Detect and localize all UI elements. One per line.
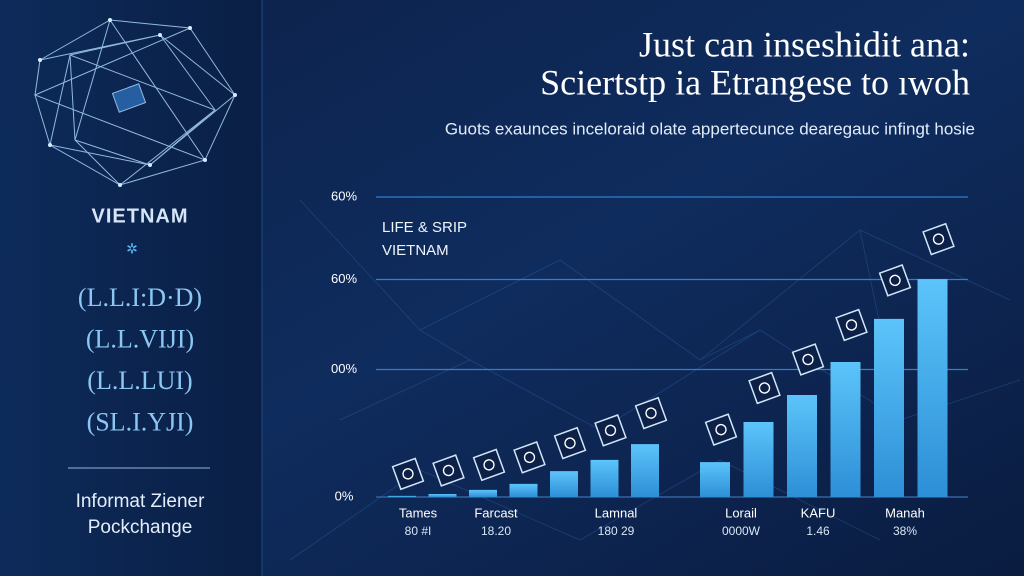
polyhedron-nodes xyxy=(38,18,237,187)
y-tick-label: 00% xyxy=(331,361,357,376)
inset-label: VIETNAM xyxy=(382,242,449,259)
glyph-line: (L.L.I:D·D) xyxy=(78,283,202,312)
bar xyxy=(428,494,457,497)
icon-frame xyxy=(791,343,825,376)
bar-icon xyxy=(391,457,425,491)
glyph-lines: (L.L.I:D·D) (L.L.VIJI) (L.L.LUI) (SL.I.YJI) xyxy=(78,283,202,437)
country-label: VIETNAM xyxy=(92,205,189,227)
bar xyxy=(787,395,817,497)
bar-icon xyxy=(472,448,506,482)
axis-sublabel: 80 #I xyxy=(405,524,432,538)
bar-icon xyxy=(634,396,668,430)
ornament: ✲ xyxy=(126,241,138,257)
icon-glyph xyxy=(932,233,945,245)
bar xyxy=(874,318,904,497)
icon-glyph xyxy=(442,464,455,477)
footer-line: Informat Ziener xyxy=(76,491,205,512)
icon-glyph xyxy=(604,424,617,437)
y-tick-label: 0% xyxy=(335,488,354,503)
glyph-line: (SL.I.YJI) xyxy=(87,407,194,436)
axis-label: Lorail xyxy=(725,505,757,520)
icon-frame xyxy=(748,371,781,405)
axis-label: KAFU xyxy=(801,505,836,520)
glyph-line: (L.L.VIJI) xyxy=(86,324,194,353)
icon-frame xyxy=(704,413,738,446)
inset-label: LIFE & SRIP xyxy=(382,219,467,236)
icon-frame xyxy=(391,457,425,491)
bar xyxy=(700,462,730,497)
footer-line: Pockchange xyxy=(88,517,193,538)
bar-icon xyxy=(432,454,465,487)
plot: 0% 00% 60% 60% Tames 80 #I Farcast 18.20 Lamnal 1… xyxy=(331,188,968,538)
glyph-line: (L.L.LUI) xyxy=(87,366,192,395)
icon-glyph xyxy=(845,319,858,331)
icon-frame xyxy=(878,264,912,297)
bar-icon xyxy=(513,441,546,474)
chart-title: Just can inseshidit ana: xyxy=(639,24,970,64)
bar-icon xyxy=(835,308,868,342)
bar-icon xyxy=(878,264,912,297)
icon-frame xyxy=(553,426,587,460)
icon-frame xyxy=(432,454,465,487)
icon-frame xyxy=(472,448,506,482)
bar xyxy=(917,279,948,497)
bar xyxy=(509,483,538,497)
chart-title: Sciertstp ia Etrangese to ıwoh xyxy=(540,62,970,102)
bar-icon xyxy=(704,413,738,446)
bar xyxy=(830,362,861,497)
bar-icon xyxy=(922,222,955,256)
icon-frame xyxy=(922,222,955,256)
axis-label: Farcast xyxy=(474,505,518,520)
bar xyxy=(550,471,578,497)
axis-sublabel: 38% xyxy=(893,524,917,538)
icon-glyph xyxy=(402,468,414,480)
y-tick-label: 60% xyxy=(331,271,357,286)
icon-glyph xyxy=(758,382,771,394)
icon-glyph xyxy=(645,407,657,419)
bar-icon xyxy=(594,414,627,447)
axis-sublabel: 18.20 xyxy=(481,524,511,538)
bar-icon xyxy=(553,426,587,460)
bar-icon xyxy=(791,343,825,376)
bar-icon xyxy=(748,371,781,405)
icon-frame xyxy=(513,441,546,474)
axis-sublabel: 1.46 xyxy=(806,524,830,538)
axis-label: Tames xyxy=(399,505,438,520)
chart-subtitle: Guots exaunces inceloraid olate appertec… xyxy=(445,119,975,138)
icon-glyph xyxy=(889,274,901,287)
bar xyxy=(469,489,497,497)
axis-sublabel: 0000W xyxy=(722,524,761,538)
bar xyxy=(388,495,416,497)
axis-label: Lamnal xyxy=(595,505,638,520)
icon-glyph xyxy=(483,459,495,471)
icon-glyph xyxy=(802,353,814,366)
icon-glyph xyxy=(523,451,536,464)
icon-glyph xyxy=(715,423,727,436)
bar xyxy=(590,459,619,497)
icon-frame xyxy=(634,396,668,430)
bar xyxy=(743,422,774,497)
axis-label: Manah xyxy=(885,505,925,520)
icon-glyph xyxy=(564,437,576,449)
axis-sublabel: 180 29 xyxy=(598,524,635,538)
icon-frame xyxy=(835,308,868,342)
y-tick-label: 60% xyxy=(331,188,357,203)
icon-frame xyxy=(594,414,627,447)
bar xyxy=(631,444,659,497)
